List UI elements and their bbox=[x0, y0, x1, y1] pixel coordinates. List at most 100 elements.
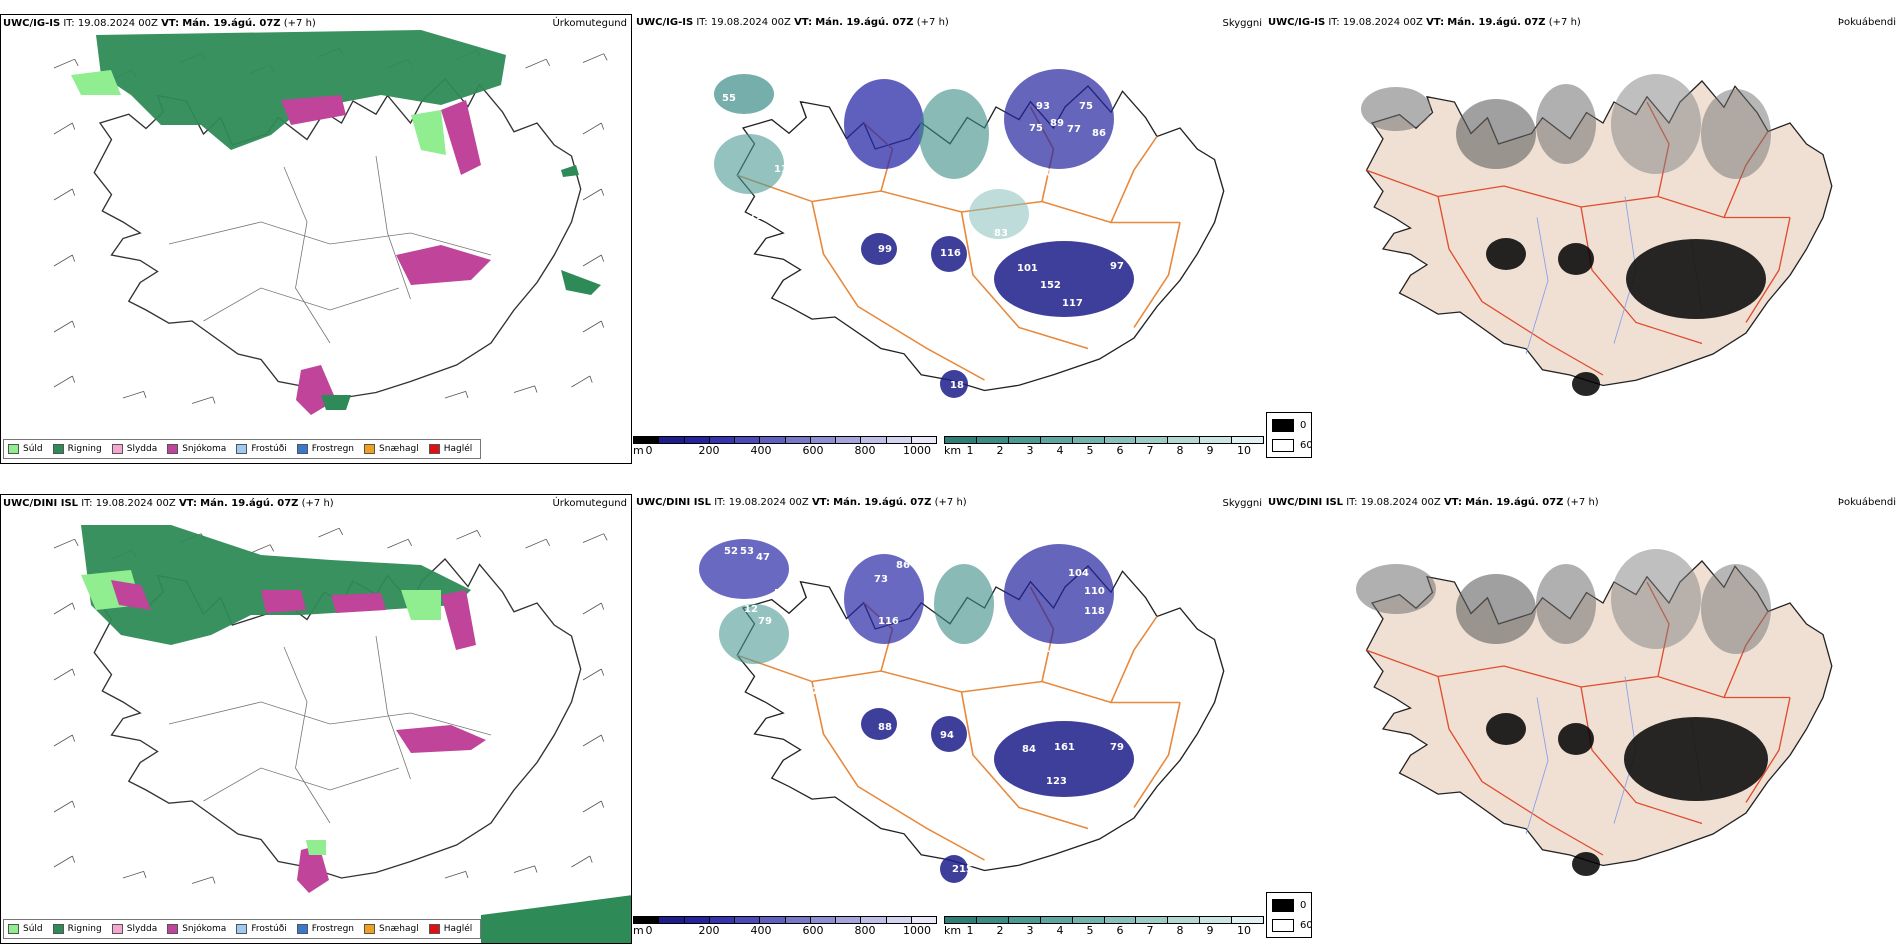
station-label: 123 bbox=[1046, 776, 1067, 787]
vis-unit: km bbox=[944, 924, 962, 937]
legend-label: Súld bbox=[23, 924, 43, 934]
vis-tick: 1 bbox=[966, 924, 974, 937]
station-label: 161 bbox=[1054, 742, 1075, 753]
ceiling-colorbar bbox=[633, 916, 937, 924]
panel-header-type-bottom: UWC/DINI ISL IT: 19.08.2024 00Z VT: Mán.… bbox=[1, 495, 631, 513]
vis-tick: 5 bbox=[1086, 924, 1094, 937]
vt-value: Mán. 19.ágú. 07Z bbox=[200, 498, 299, 509]
fog-label: 0 bbox=[1300, 900, 1307, 911]
it-value: 19.08.2024 00Z bbox=[728, 497, 809, 508]
visibility-panel-bottom: 52 53 47 55 73 86 104 110 118 116 101 29… bbox=[634, 494, 1264, 944]
station-label: 99 bbox=[878, 244, 892, 255]
legend-label: Snjókoma bbox=[182, 924, 227, 934]
fog-panel-bottom: UWC/DINI ISL IT: 19.08.2024 00Z VT: Mán.… bbox=[1266, 494, 1900, 892]
legend-swatch bbox=[8, 924, 19, 934]
fog-legend-top: 0 60 bbox=[1266, 412, 1313, 458]
vt-label: VT: bbox=[178, 498, 197, 509]
legend-swatch bbox=[428, 924, 440, 934]
ceiling-tick: 200 bbox=[698, 444, 720, 457]
legend-label: Slydda bbox=[126, 924, 158, 934]
fog-map-bottom bbox=[1356, 549, 1833, 876]
it-label: IT: bbox=[714, 497, 726, 508]
station-label: 73 bbox=[874, 574, 888, 585]
legend-label: Frostúði bbox=[251, 924, 287, 934]
station-label: 71 bbox=[749, 211, 763, 222]
ceiling-unit: m bbox=[633, 444, 644, 457]
legend-item-rigning: Rigning bbox=[52, 924, 106, 934]
it-label: IT: bbox=[1346, 497, 1358, 508]
fog-swatch bbox=[1272, 419, 1294, 432]
vis-tick: 2 bbox=[996, 924, 1004, 937]
model-name: UWC/DINI ISL bbox=[636, 497, 712, 508]
legend-label: Súld bbox=[23, 444, 43, 454]
station-labels-top: 93 75 89 77 75 86 117 132 99 116 101 152… bbox=[722, 93, 1124, 391]
station-label: 29 bbox=[812, 686, 826, 697]
legend-item-frostudi: Frostúði bbox=[236, 444, 290, 454]
vis-tick: 3 bbox=[1026, 444, 1034, 457]
legend-item-haglel: Haglél bbox=[428, 444, 477, 454]
legend-swatch bbox=[8, 444, 19, 454]
station-label: 117 bbox=[774, 164, 795, 175]
station-labels-bottom: 52 53 47 55 73 86 104 110 118 116 101 29… bbox=[724, 546, 1124, 875]
station-label: 12 bbox=[744, 604, 758, 615]
it-value: 19.08.2024 00Z bbox=[1342, 17, 1423, 28]
fog-legend-bottom: 0 60 bbox=[1266, 892, 1313, 938]
station-label: 77 bbox=[1067, 124, 1081, 135]
visibility-colorbar bbox=[944, 436, 1264, 444]
precip-type-map-top bbox=[53, 30, 608, 415]
legend-swatch bbox=[111, 924, 123, 934]
fog-panel-top: UWC/IG-IS IT: 19.08.2024 00Z VT: Mán. 19… bbox=[1266, 14, 1900, 414]
visibility-colorbar-top: km 1 2 3 4 5 6 7 8 9 10 bbox=[944, 436, 1264, 457]
vis-tick: 7 bbox=[1146, 924, 1154, 937]
ceiling-colorbar bbox=[633, 436, 937, 444]
station-label: 52 bbox=[724, 546, 738, 557]
it-value: 19.08.2024 00Z bbox=[95, 498, 176, 509]
panel-title-fog: Þokuábendi bbox=[1837, 497, 1896, 508]
legend-swatch bbox=[236, 444, 248, 454]
it-value: 19.08.2024 00Z bbox=[1360, 497, 1441, 508]
fog-swatch bbox=[1272, 439, 1294, 452]
legend-label: Frostúði bbox=[251, 444, 287, 454]
ceiling-colorbar-top: m 0 200 400 600 800 1000 bbox=[633, 436, 937, 457]
station-label: 97 bbox=[1110, 261, 1124, 272]
station-label: 90 bbox=[1039, 168, 1053, 179]
vis-unit: km bbox=[944, 444, 962, 457]
legend-label: Snjókoma bbox=[182, 444, 227, 454]
vt-value: Mán. 19.ágú. 07Z bbox=[833, 497, 932, 508]
precip-type-legend: Súld Rigning Slydda Snjókoma Frostúði Fr… bbox=[3, 919, 482, 939]
ceiling-colorbar-bottom: m 0 200 400 600 800 1000 bbox=[633, 916, 937, 937]
vis-tick: 4 bbox=[1056, 444, 1064, 457]
precip-type-map-bottom bbox=[53, 525, 631, 943]
precip-type-panel-bottom: UWC/DINI ISL IT: 19.08.2024 00Z VT: Mán.… bbox=[0, 494, 632, 944]
vis-tick: 2 bbox=[996, 444, 1004, 457]
legend-item-frostregn: Frostregn bbox=[296, 924, 358, 934]
panel-header-type-top: UWC/IG-IS IT: 19.08.2024 00Z VT: Mán. 19… bbox=[1, 15, 631, 33]
station-label: 75 bbox=[1029, 123, 1043, 134]
visibility-map-top: 93 75 89 77 75 86 117 132 99 116 101 152… bbox=[714, 69, 1225, 398]
vt-value: Mán. 19.ágú. 07Z bbox=[182, 18, 281, 29]
legend-item-snjokoma: Snjókoma bbox=[167, 444, 230, 454]
ceiling-tick: 800 bbox=[854, 444, 876, 457]
legend-label: Slydda bbox=[126, 444, 158, 454]
vt-value: Mán. 19.ágú. 07Z bbox=[815, 17, 914, 28]
ceiling-tick: 400 bbox=[750, 444, 772, 457]
legend-label: Frostregn bbox=[311, 444, 355, 454]
vis-tick: 3 bbox=[1026, 924, 1034, 937]
station-label: 89 bbox=[1050, 118, 1064, 129]
ceiling-tick: 1000 bbox=[903, 444, 931, 457]
ceiling-unit: m bbox=[633, 924, 644, 937]
vt-label: VT: bbox=[161, 18, 180, 29]
precip-type-panel-top: UWC/IG-IS IT: 19.08.2024 00Z VT: Mán. 19… bbox=[0, 14, 632, 464]
ceiling-areas bbox=[699, 539, 1134, 883]
vis-tick: 9 bbox=[1206, 444, 1214, 457]
station-label: 118 bbox=[1084, 606, 1105, 617]
vis-tick: 6 bbox=[1116, 924, 1124, 937]
vt-label: VT: bbox=[1426, 17, 1445, 28]
station-label: 116 bbox=[878, 616, 899, 627]
visibility-colorbar-bottom: km 1 2 3 4 5 6 7 8 9 10 bbox=[944, 916, 1264, 937]
lead-time: (+7 h) bbox=[916, 17, 949, 28]
lead-time: (+7 h) bbox=[934, 497, 967, 508]
vis-tick: 9 bbox=[1206, 924, 1214, 937]
station-label: 93 bbox=[1036, 101, 1050, 112]
it-label: IT: bbox=[696, 17, 708, 28]
